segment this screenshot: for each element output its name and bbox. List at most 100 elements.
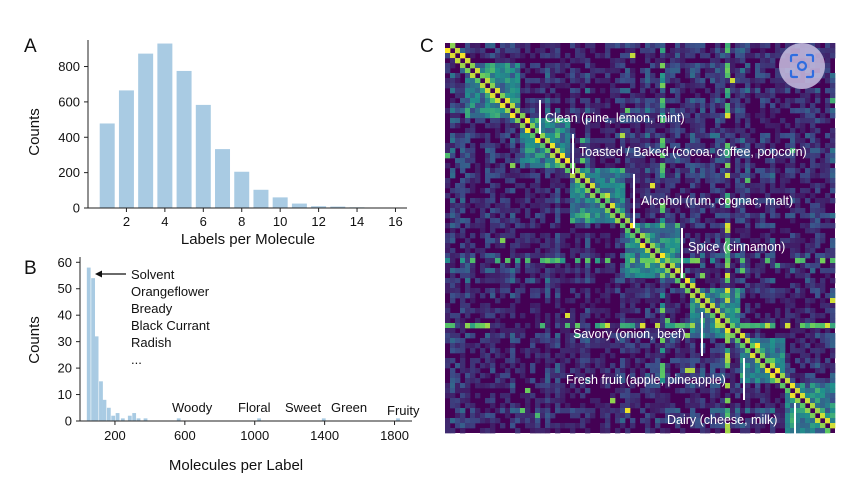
- heatmap-cell: [675, 338, 681, 344]
- panel-label-c: C: [420, 36, 434, 57]
- heatmap-cell: [745, 268, 751, 274]
- heatmap-cell: [650, 373, 656, 379]
- heatmap-cell: [630, 193, 636, 199]
- heatmap-cell: [495, 123, 501, 129]
- heatmap-cell: [490, 223, 496, 229]
- heatmap-cell: [565, 408, 571, 414]
- heatmap-cell: [685, 98, 691, 104]
- heatmap-cell: [595, 398, 601, 404]
- heatmap-cell: [455, 283, 461, 289]
- heatmap-cell: [825, 73, 831, 79]
- heatmap-cell: [690, 198, 696, 204]
- heatmap-cell: [775, 408, 781, 414]
- heatmap-cell: [775, 288, 781, 294]
- heatmap-cell: [475, 168, 481, 174]
- heatmap-cell: [480, 218, 486, 224]
- heatmap-cell: [690, 108, 696, 114]
- heatmap-cell: [470, 78, 476, 84]
- heatmap-cell: [480, 73, 486, 79]
- heatmap-cell: [570, 343, 576, 349]
- heatmap-cell: [545, 238, 551, 244]
- heatmap-cell: [470, 43, 476, 49]
- heatmap-cell: [740, 203, 746, 209]
- heatmap-cell: [655, 43, 661, 49]
- heatmap-cell: [550, 253, 556, 259]
- heatmap-cell: [595, 333, 601, 339]
- heatmap-cell: [475, 48, 481, 54]
- heatmap-cell: [470, 273, 476, 279]
- heatmap-cell: [445, 358, 451, 364]
- heatmap-cell: [785, 123, 791, 129]
- heatmap-cell: [525, 173, 531, 179]
- heatmap-cell: [630, 298, 636, 304]
- heatmap-cell: [755, 218, 761, 224]
- heatmap-cell: [610, 83, 616, 89]
- heatmap-cell: [520, 148, 526, 154]
- heatmap-cell: [585, 223, 591, 229]
- heatmap-cell: [580, 333, 586, 339]
- heatmap-cell: [575, 273, 581, 279]
- heatmap-cell: [735, 158, 741, 164]
- heatmap-cell: [745, 133, 751, 139]
- heatmap-cell: [660, 48, 666, 54]
- heatmap-cell: [820, 393, 826, 399]
- heatmap-cell: [570, 313, 576, 319]
- heatmap-cell: [505, 98, 511, 104]
- heatmap-cell: [700, 133, 706, 139]
- heatmap-cell: [540, 53, 546, 59]
- heatmap-cell: [550, 258, 556, 264]
- heatmap-cell: [625, 43, 631, 49]
- heatmap-cell: [510, 218, 516, 224]
- heatmap-cell: [725, 338, 731, 344]
- heatmap-cell: [470, 233, 476, 239]
- heatmap-cell: [655, 323, 661, 329]
- heatmap-cell: [795, 428, 801, 434]
- heatmap-cell: [765, 193, 771, 199]
- heatmap-cell: [565, 373, 571, 379]
- heatmap-cell: [590, 163, 596, 169]
- heatmap-cell: [650, 393, 656, 399]
- heatmap-cell: [445, 263, 451, 269]
- heatmap-cell: [805, 98, 811, 104]
- heatmap-cell: [675, 63, 681, 69]
- heatmap-cell: [685, 258, 691, 264]
- heatmap-cell: [620, 58, 626, 64]
- heatmap-cell: [800, 118, 806, 124]
- heatmap-cell: [595, 323, 601, 329]
- heatmap-cell: [510, 278, 516, 284]
- heatmap-cell: [595, 253, 601, 259]
- heatmap-cell: [765, 133, 771, 139]
- heatmap-cell: [460, 413, 466, 419]
- heatmap-cell: [510, 358, 516, 364]
- heatmap-cell: [660, 158, 666, 164]
- heatmap-cell: [810, 418, 816, 424]
- heatmap-cell: [600, 148, 606, 154]
- heatmap-cell: [485, 418, 491, 424]
- heatmap-cell: [750, 268, 756, 274]
- heatmap-cell: [760, 143, 766, 149]
- heatmap-cell: [535, 113, 541, 119]
- heatmap-cell: [585, 63, 591, 69]
- heatmap-cell: [590, 173, 596, 179]
- heatmap-cell: [720, 308, 726, 314]
- heatmap-cell: [535, 353, 541, 359]
- heatmap-cell: [610, 193, 616, 199]
- heatmap-cell: [550, 423, 556, 429]
- heatmap-cell: [710, 178, 716, 184]
- heatmap-cell: [450, 203, 456, 209]
- heatmap-cell: [540, 428, 546, 434]
- heatmap-cell: [655, 133, 661, 139]
- heatmap-cell: [735, 323, 741, 329]
- heatmap-cell: [780, 188, 786, 194]
- heatmap-cell: [525, 158, 531, 164]
- heatmap-cell: [760, 423, 766, 429]
- heatmap-cell: [770, 428, 776, 434]
- heatmap-cell: [565, 118, 571, 124]
- heatmap-cell: [585, 263, 591, 269]
- heatmap-cell: [780, 318, 786, 324]
- heatmap-cell: [785, 273, 791, 279]
- heatmap-cell: [525, 253, 531, 259]
- heatmap-cell: [665, 293, 671, 299]
- heatmap-cell: [565, 63, 571, 69]
- scan-lens-icon[interactable]: [779, 43, 825, 89]
